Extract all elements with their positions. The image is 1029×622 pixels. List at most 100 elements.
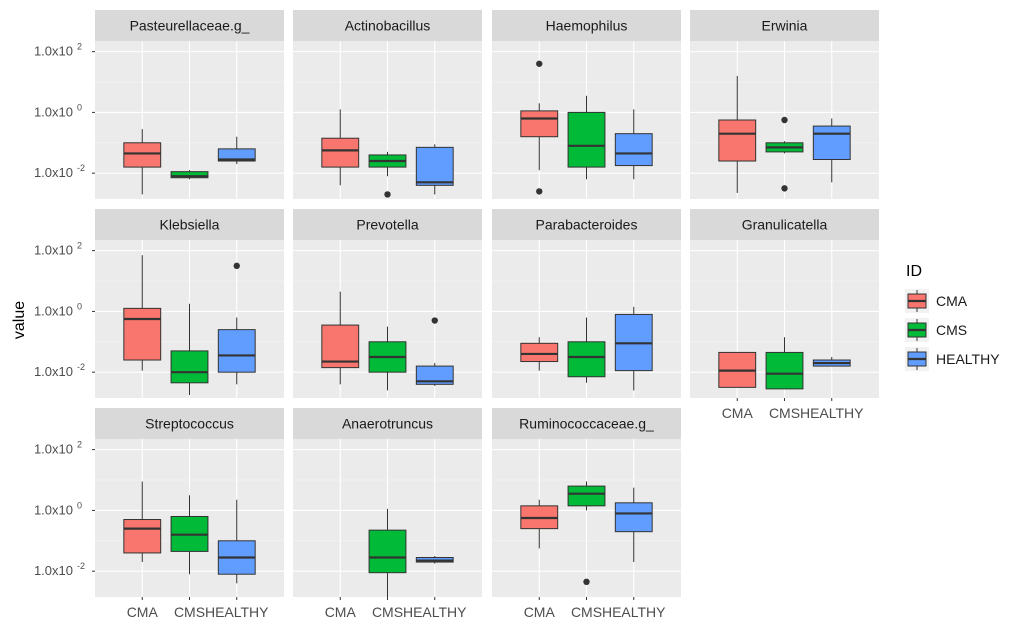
y-tick-label: 1.0x10 [34, 243, 73, 258]
box-healthy [415, 555, 454, 564]
outlier-point [536, 188, 543, 195]
x-tick-label: CMS [571, 604, 602, 620]
box-healthy [614, 306, 653, 391]
y-tick-label: 1.0x10 [34, 502, 73, 517]
facet-title: Klebsiella [160, 217, 220, 233]
outlier-point [583, 578, 590, 586]
facet-strip [492, 209, 681, 240]
facet-title: Prevotella [356, 217, 418, 233]
legend-item-healthy: HEALTHY [905, 347, 1000, 371]
x-tick-label: HEALTHY [602, 604, 666, 620]
facet-panel: Prevotella [293, 209, 482, 398]
box-iqr [368, 529, 407, 574]
x-tick-label: HEALTHY [205, 604, 269, 620]
box-cma [321, 291, 360, 385]
box-iqr [614, 502, 653, 533]
y-axis-title: value [11, 301, 28, 339]
y-tick-label: 1.0x10 [34, 563, 73, 578]
facet-title: Pasteurellaceae.g_ [130, 18, 250, 34]
facet-panel: Ruminococcaceae.g_ [492, 408, 681, 597]
box-cma [123, 129, 162, 195]
y-tick-exponent: 2 [77, 440, 82, 450]
box-cms [567, 95, 606, 180]
box-cms [170, 495, 209, 575]
box-healthy [614, 109, 653, 180]
facet-strip [690, 10, 879, 41]
facet-panel: Granulicatella [690, 209, 879, 398]
box-cms [765, 116, 804, 192]
box-cma [123, 481, 162, 563]
facet-title: Erwinia [762, 18, 808, 34]
box-healthy [217, 499, 256, 584]
outlier-point [781, 116, 788, 124]
box-iqr [718, 119, 757, 162]
outlier-point [431, 317, 438, 324]
x-tick-label: CMA [524, 604, 556, 620]
y-tick-label: 1.0x10 [34, 44, 73, 59]
box-iqr [170, 350, 209, 384]
outlier-point [781, 185, 788, 192]
facet-panel: Klebsiella [95, 209, 284, 398]
legend-label: CMS [936, 322, 967, 338]
y-tick-label: 1.0x10 [34, 104, 73, 119]
box-healthy [415, 317, 454, 386]
y-tick-label: 1.0x10 [34, 303, 73, 318]
box-healthy [812, 356, 851, 367]
box-iqr [217, 329, 256, 373]
legend-title: ID [906, 263, 922, 280]
facet-strip [95, 209, 284, 240]
outlier-point [233, 262, 240, 270]
box-cma [520, 60, 559, 195]
box-iqr [520, 342, 559, 363]
box-iqr [170, 171, 209, 179]
box-cms [170, 303, 209, 395]
y-tick-label: 1.0x10 [34, 442, 73, 457]
box-iqr [614, 133, 653, 167]
y-tick-label: 1.0x10 [34, 165, 73, 180]
x-tick-label: CMA [127, 604, 159, 620]
box-iqr [520, 110, 559, 138]
x-tick-label: CMS [372, 604, 403, 620]
facet-panel: Streptococcus [95, 408, 284, 597]
box-healthy [217, 262, 256, 385]
facet-title: Streptococcus [145, 416, 234, 432]
box-healthy [614, 487, 653, 563]
facet-title: Actinobacillus [345, 18, 431, 34]
box-iqr [567, 341, 606, 378]
box-cma [718, 75, 757, 193]
box-iqr [415, 146, 454, 186]
outlier-point [384, 191, 391, 198]
facet-strip [293, 209, 482, 240]
y-tick-exponent: 0 [77, 500, 82, 510]
y-tick-exponent: 0 [77, 301, 82, 311]
facet-panel: Pasteurellaceae.g_ [95, 10, 284, 199]
facet-panel: Erwinia [690, 10, 879, 199]
facet-panel: Actinobacillus [293, 10, 482, 199]
legend-item-cma: CMA [905, 289, 968, 313]
legend: ID CMA CMS HEALTHY [905, 263, 1000, 371]
box-iqr [123, 142, 162, 168]
box-iqr [567, 485, 606, 507]
box-healthy [812, 118, 851, 183]
legend-label: HEALTHY [936, 351, 1000, 367]
facet-title: Ruminococcaceae.g_ [519, 416, 654, 432]
box-cma [123, 255, 162, 371]
facet-panel: Parabacteroides [492, 209, 681, 398]
box-cma [520, 337, 559, 371]
box-iqr [123, 519, 162, 554]
facet-panel: Anaerotruncus [293, 408, 482, 597]
box-cms [765, 337, 804, 390]
facet-strip [293, 10, 482, 41]
outlier-point [536, 60, 543, 67]
x-tick-label: CMS [769, 405, 800, 421]
box-iqr [123, 307, 162, 361]
facet-title: Haemophilus [546, 18, 628, 34]
y-tick-label: 1.0x10 [34, 364, 73, 379]
box-iqr [765, 351, 804, 390]
y-tick-exponent: -2 [77, 163, 85, 173]
facet-strip [492, 10, 681, 41]
x-tick-label: CMA [722, 405, 754, 421]
x-tick-label: HEALTHY [800, 405, 864, 421]
x-tick-label: CMA [325, 604, 357, 620]
box-healthy [217, 136, 256, 165]
